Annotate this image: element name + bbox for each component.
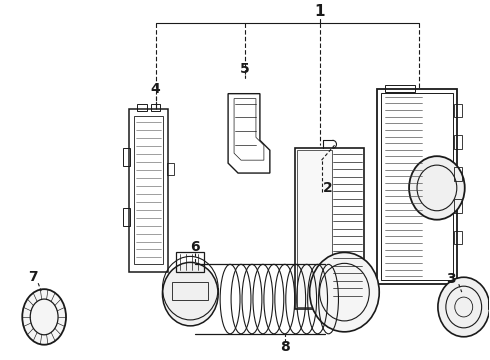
Bar	[377, 89, 457, 284]
Ellipse shape	[409, 156, 465, 220]
Bar	[385, 85, 415, 92]
Bar	[137, 104, 147, 111]
Text: 3: 3	[446, 272, 456, 286]
Bar	[381, 93, 453, 280]
Bar	[176, 252, 204, 272]
Text: 1: 1	[314, 4, 325, 19]
Text: 7: 7	[28, 270, 38, 284]
Bar	[150, 104, 161, 111]
Bar	[122, 148, 130, 166]
Ellipse shape	[438, 277, 490, 337]
Bar	[454, 104, 462, 117]
Text: 8: 8	[280, 340, 290, 354]
Bar	[134, 117, 164, 264]
Bar	[168, 163, 174, 175]
Bar	[129, 109, 169, 272]
Bar	[122, 208, 130, 226]
Text: 4: 4	[150, 82, 160, 96]
Ellipse shape	[163, 262, 218, 326]
Bar	[454, 135, 462, 149]
Bar	[297, 150, 332, 307]
Bar	[294, 148, 365, 309]
Bar	[454, 199, 462, 213]
Bar	[172, 282, 208, 300]
Text: 6: 6	[191, 240, 200, 255]
Bar	[488, 301, 490, 309]
Ellipse shape	[22, 289, 66, 345]
Text: 5: 5	[240, 62, 250, 76]
Ellipse shape	[310, 252, 379, 332]
Text: 2: 2	[322, 181, 332, 195]
Bar	[454, 167, 462, 181]
Bar	[454, 231, 462, 244]
